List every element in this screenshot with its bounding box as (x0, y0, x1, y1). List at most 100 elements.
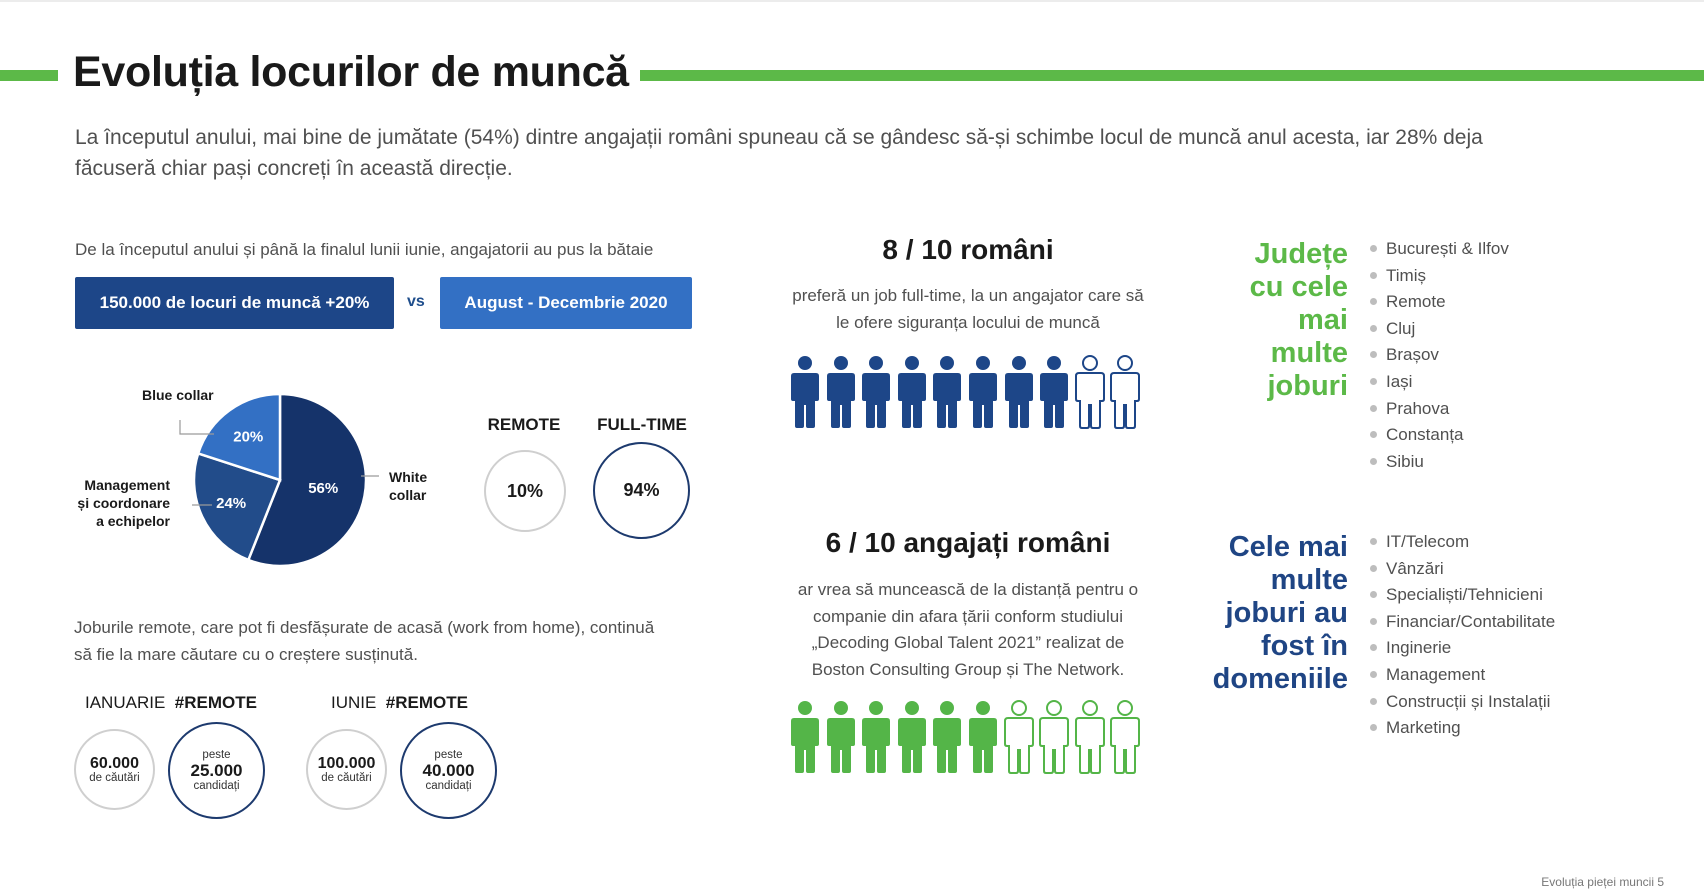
person-filled-icon (791, 356, 819, 428)
list-item-label: Brașov (1386, 345, 1439, 365)
bullet-icon (1370, 564, 1377, 572)
remote-value: 10% (506, 480, 544, 501)
list-item: Specialiști/Tehnicieni (1370, 582, 1555, 609)
person-filled-icon (1040, 356, 1069, 428)
list-item: Management (1370, 662, 1555, 689)
list-item: Marketing (1370, 715, 1555, 742)
list-item: Sibiu (1370, 449, 1509, 476)
bullet-icon (1370, 324, 1377, 332)
person-filled-icon (968, 701, 997, 773)
pie-slice-blue-collar-label: 24% (216, 495, 246, 512)
bullet-icon (1370, 271, 1377, 279)
jun-candidates-caption: candidați (425, 780, 472, 792)
january-remote-heading: IANUARIE #REMOTE (85, 693, 257, 713)
list-item: Cluj (1370, 316, 1509, 343)
person-outline-icon (1110, 700, 1141, 774)
hiring-caption: De la începutul anului și până la finalu… (75, 240, 654, 259)
fulltime-circle: 94% (593, 442, 690, 539)
list-item-label: Construcții și Instalații (1386, 691, 1551, 711)
bullet-icon (1370, 431, 1377, 439)
jan-candidates-number: 25.000 (190, 761, 243, 780)
person-filled-icon (933, 701, 962, 773)
jan-candidates-caption: candidați (193, 780, 240, 792)
person-outline-icon (1074, 355, 1105, 429)
list-item: București & Ilfov (1370, 236, 1509, 263)
remote-jobs-text: Joburile remote, care pot fi desfășurate… (74, 618, 655, 664)
list-item: IT/Telecom (1370, 529, 1555, 556)
pie-slice-management (196, 392, 282, 482)
bullet-icon (1370, 351, 1377, 359)
list-item: Prahova (1370, 396, 1509, 423)
person-filled-icon (862, 701, 891, 773)
list-item-label: IT/Telecom (1386, 532, 1470, 551)
list-item-label: Prahova (1386, 398, 1450, 418)
list-item: Financiar/Contabilitate (1370, 609, 1555, 636)
stat2-text: ar vrea să muncească de la distanță pent… (797, 580, 1139, 679)
bullet-icon (1370, 591, 1377, 599)
list-item-label: Inginerie (1386, 638, 1452, 658)
jan-searches-caption: de căutări (89, 771, 140, 784)
person-filled-icon (826, 356, 855, 428)
june-remote-heading: IUNIE #REMOTE (331, 693, 468, 713)
page-footer: Evoluția pieței muncii 5 (1541, 875, 1664, 889)
jan-searches-number: 60.000 (90, 754, 139, 772)
bullet-icon (1370, 617, 1377, 625)
person-filled-icon (862, 356, 891, 428)
list-item-label: Financiar/Contabilitate (1386, 611, 1556, 631)
person-outline-icon (1110, 355, 1141, 429)
jun-candidates-number: 40.000 (422, 761, 475, 780)
pie-slice-white-collar-label: 56% (308, 480, 338, 497)
bullet-icon (1370, 298, 1377, 306)
jun-candidates-circle: peste 40.000 candidați (400, 722, 497, 819)
january-label: IANUARIE (85, 693, 166, 712)
jobs-count-pill: 150.000 de locuri de muncă +20% (75, 277, 394, 329)
list-item: Brașov (1370, 342, 1509, 369)
jan-candidates-top: peste (202, 749, 231, 761)
label-blue-collar: Blue collar (142, 387, 214, 403)
remote-label: REMOTE (487, 415, 561, 434)
top-divider (0, 0, 1704, 2)
title-accent-right (640, 70, 1704, 81)
list-item: Timiș (1370, 263, 1509, 290)
person-filled-icon (826, 701, 855, 773)
bullet-icon (1370, 377, 1377, 385)
person-filled-icon (791, 701, 819, 773)
stat1-text: preferă un job full-time, la un angajato… (792, 286, 1144, 332)
fulltime-label: FULL-TIME (597, 415, 687, 434)
jun-searches-caption: de căutări (321, 771, 372, 784)
label-management: Management și coordonare a echipelor (77, 477, 170, 529)
list-item-label: Management (1386, 664, 1486, 684)
list-item-label: Remote (1386, 292, 1446, 312)
bullet-icon (1370, 724, 1377, 732)
list-item-label: Marketing (1386, 718, 1461, 738)
jun-searches-circle: 100.000 de căutări (306, 729, 387, 810)
person-filled-icon (1004, 356, 1033, 428)
list-item-label: Sibiu (1386, 451, 1424, 471)
jun-searches-number: 100.000 (317, 754, 376, 772)
list-item-label: Iași (1386, 371, 1413, 391)
vs-label: vs (407, 293, 425, 310)
person-outline-icon (1074, 700, 1105, 774)
counties-title: Județe cu cele mai multe joburi (1249, 238, 1348, 402)
domains-list: IT/Telecom Vânzări Specialiști/Tehnicieni F… (1370, 529, 1555, 742)
pie-slice-management-label: 20% (233, 428, 263, 445)
june-label: IUNIE (331, 693, 377, 712)
label-white-collar: White collar (389, 469, 428, 503)
bullet-icon (1370, 457, 1377, 465)
pie-leader-lines (179, 420, 379, 506)
list-item-label: Specialiști/Tehnicieni (1386, 585, 1543, 605)
title-accent-left (0, 70, 58, 81)
list-item: Iași (1370, 369, 1509, 396)
bullet-icon (1370, 538, 1377, 545)
bullet-icon (1370, 644, 1377, 652)
list-item-label: Constanța (1386, 425, 1464, 445)
fulltime-value: 94% (623, 480, 660, 500)
person-filled-icon (897, 701, 926, 773)
list-item: Construcții și Instalații (1370, 689, 1555, 716)
pie-slice-blue-collar (192, 451, 282, 562)
list-item: Inginerie (1370, 635, 1555, 662)
list-item-label: Cluj (1386, 318, 1416, 338)
june-tag: #REMOTE (385, 693, 468, 712)
bullet-icon (1370, 245, 1377, 252)
person-outline-icon (1003, 700, 1034, 774)
